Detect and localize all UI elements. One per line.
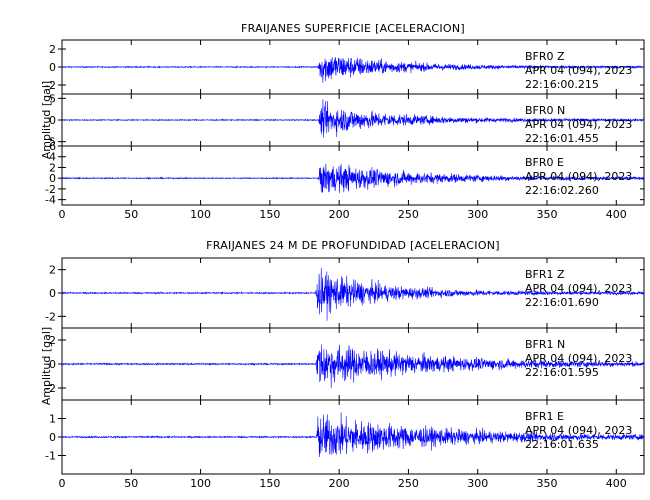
y-axis-label: Amplitud [gal] — [40, 327, 53, 405]
y-tick-label: 0 — [49, 114, 56, 127]
waveform-line — [61, 99, 645, 138]
y-tick-label: 2 — [49, 161, 56, 174]
seismogram-panels: FRAIJANES SUPERFICIE [ACELERACION] Amplit… — [40, 22, 645, 490]
y-tick-label: 2 — [49, 43, 56, 56]
y-tick-label: -5 — [45, 136, 56, 149]
station-time: 22:16:02.260 — [525, 184, 599, 197]
y-tick-label: -4 — [45, 194, 56, 207]
y-axis-label: Amplitud [gal] — [40, 81, 53, 159]
x-tick-label: 150 — [259, 477, 280, 490]
station-label: BFR1 E — [525, 410, 564, 423]
waveform-line — [61, 412, 645, 457]
panel-2: FRAIJANES 24 M DE PROFUNDIDAD [ACELERACI… — [40, 239, 645, 490]
y-tick-label: -2 — [45, 310, 56, 323]
waveform-line — [61, 344, 645, 389]
waveform-line — [61, 57, 645, 83]
y-tick-label: -1 — [45, 450, 56, 463]
y-tick-label: 0 — [49, 358, 56, 371]
trace-frame — [61, 145, 645, 206]
x-tick-label: 350 — [537, 477, 558, 490]
y-tick-label: 2 — [49, 264, 56, 277]
station-time: 22:16:01.455 — [525, 132, 599, 145]
panel-title: FRAIJANES SUPERFICIE [ACELERACION] — [241, 22, 465, 35]
x-tick-label: 100 — [190, 208, 211, 221]
station-label: BFR0 E — [525, 156, 564, 169]
y-tick-label: 0 — [49, 172, 56, 185]
x-tick-label: 300 — [467, 477, 488, 490]
x-tick-label: 250 — [398, 477, 419, 490]
x-tick-label: 150 — [259, 208, 280, 221]
x-tick-label: 50 — [124, 477, 138, 490]
station-date: APR 04 (094), 2023 — [525, 170, 632, 183]
x-tick-label: 300 — [467, 208, 488, 221]
station-label: BFR1 N — [525, 338, 565, 351]
waveform-line — [61, 163, 645, 194]
x-tick-label: 50 — [124, 208, 138, 221]
station-date: APR 04 (094), 2023 — [525, 118, 632, 131]
station-time: 22:16:01.690 — [525, 296, 599, 309]
station-date: APR 04 (094), 2023 — [525, 352, 632, 365]
x-tick-label: 350 — [537, 208, 558, 221]
station-time: 22:16:01.635 — [525, 438, 599, 451]
panel-1: FRAIJANES SUPERFICIE [ACELERACION] Amplit… — [40, 22, 645, 221]
x-tick-label: 100 — [190, 477, 211, 490]
station-date: APR 04 (094), 2023 — [525, 64, 632, 77]
station-date: APR 04 (094), 2023 — [525, 424, 632, 437]
x-tick-label: 250 — [398, 208, 419, 221]
x-tick-label: 200 — [329, 208, 350, 221]
x-tick-label: 200 — [329, 477, 350, 490]
x-axis: 0 50 100 150 200 250 300 350 400 — [59, 477, 627, 490]
waveform-line — [61, 267, 645, 321]
station-time: 22:16:01.595 — [525, 366, 599, 379]
y-tick-label: -2 — [45, 79, 56, 92]
y-tick-label: -2 — [45, 382, 56, 395]
station-label: BFR1 Z — [525, 268, 565, 281]
y-tick-label: 0 — [49, 61, 56, 74]
station-date: APR 04 (094), 2023 — [525, 282, 632, 295]
y-tick-label: 0 — [49, 431, 56, 444]
y-tick-label: 2 — [49, 334, 56, 347]
y-tick-label: 4 — [49, 151, 56, 164]
x-axis: 0 50 100 150 200 250 300 350 400 — [59, 208, 627, 221]
station-label: BFR0 Z — [525, 50, 565, 63]
x-tick-label: 0 — [59, 208, 66, 221]
y-tick-label: 1 — [49, 413, 56, 426]
y-tick-label: 0 — [49, 287, 56, 300]
x-tick-label: 0 — [59, 477, 66, 490]
x-tick-label: 400 — [606, 208, 627, 221]
y-tick-label: 6 — [49, 140, 56, 153]
station-label: BFR0 N — [525, 104, 565, 117]
x-tick-label: 400 — [606, 477, 627, 490]
y-tick-label: -2 — [45, 183, 56, 196]
station-time: 22:16:00.215 — [525, 78, 599, 91]
y-tick-label: 5 — [49, 92, 56, 105]
panel-title: FRAIJANES 24 M DE PROFUNDIDAD [ACELERACI… — [206, 239, 500, 252]
